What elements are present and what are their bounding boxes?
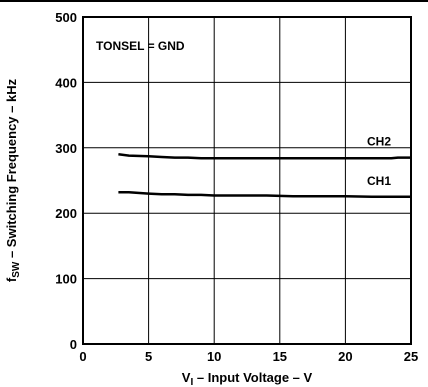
y-tick-label: 500 [55, 10, 77, 25]
x-axis-label-subscript: I [190, 377, 193, 387]
x-tick-label: 25 [404, 349, 418, 364]
series-lines [118, 153, 411, 199]
y-axis-label-subscript: SW [11, 261, 22, 278]
y-tick-label: 400 [55, 75, 77, 90]
x-axis-label-main: V [182, 370, 191, 385]
series-line-ch2 [118, 153, 411, 160]
condition-annotation: TONSEL = GND [96, 39, 185, 53]
plot-area [82, 16, 412, 345]
y-axis-label: fSW – Switching Frequency – kHz [4, 78, 22, 282]
series-label-ch2: CH2 [367, 135, 391, 149]
y-tick-labels: 0 100 200 300 400 500 [55, 10, 77, 352]
x-axis-label-rest: – Input Voltage – V [193, 370, 312, 385]
series-line-ch1 [118, 191, 411, 199]
x-axis-label: VI – Input Voltage – V [182, 370, 313, 387]
x-tick-label: 0 [79, 349, 86, 364]
x-tick-label: 15 [273, 349, 287, 364]
grid [83, 17, 411, 344]
y-axis-label-main: f [4, 277, 19, 282]
x-tick-label: 5 [145, 349, 152, 364]
y-axis-label-rest: – Switching Frequency – kHz [4, 78, 19, 261]
x-tick-label: 10 [207, 349, 221, 364]
series-labels: CH2 CH1 [367, 135, 391, 188]
y-tick-label: 0 [70, 337, 77, 352]
y-tick-label: 200 [55, 206, 77, 221]
y-tick-label: 100 [55, 272, 77, 287]
y-tick-label: 300 [55, 141, 77, 156]
series-label-ch1: CH1 [367, 174, 391, 188]
x-tick-label: 20 [338, 349, 352, 364]
x-tick-labels: 0 5 10 15 20 25 [79, 349, 418, 364]
